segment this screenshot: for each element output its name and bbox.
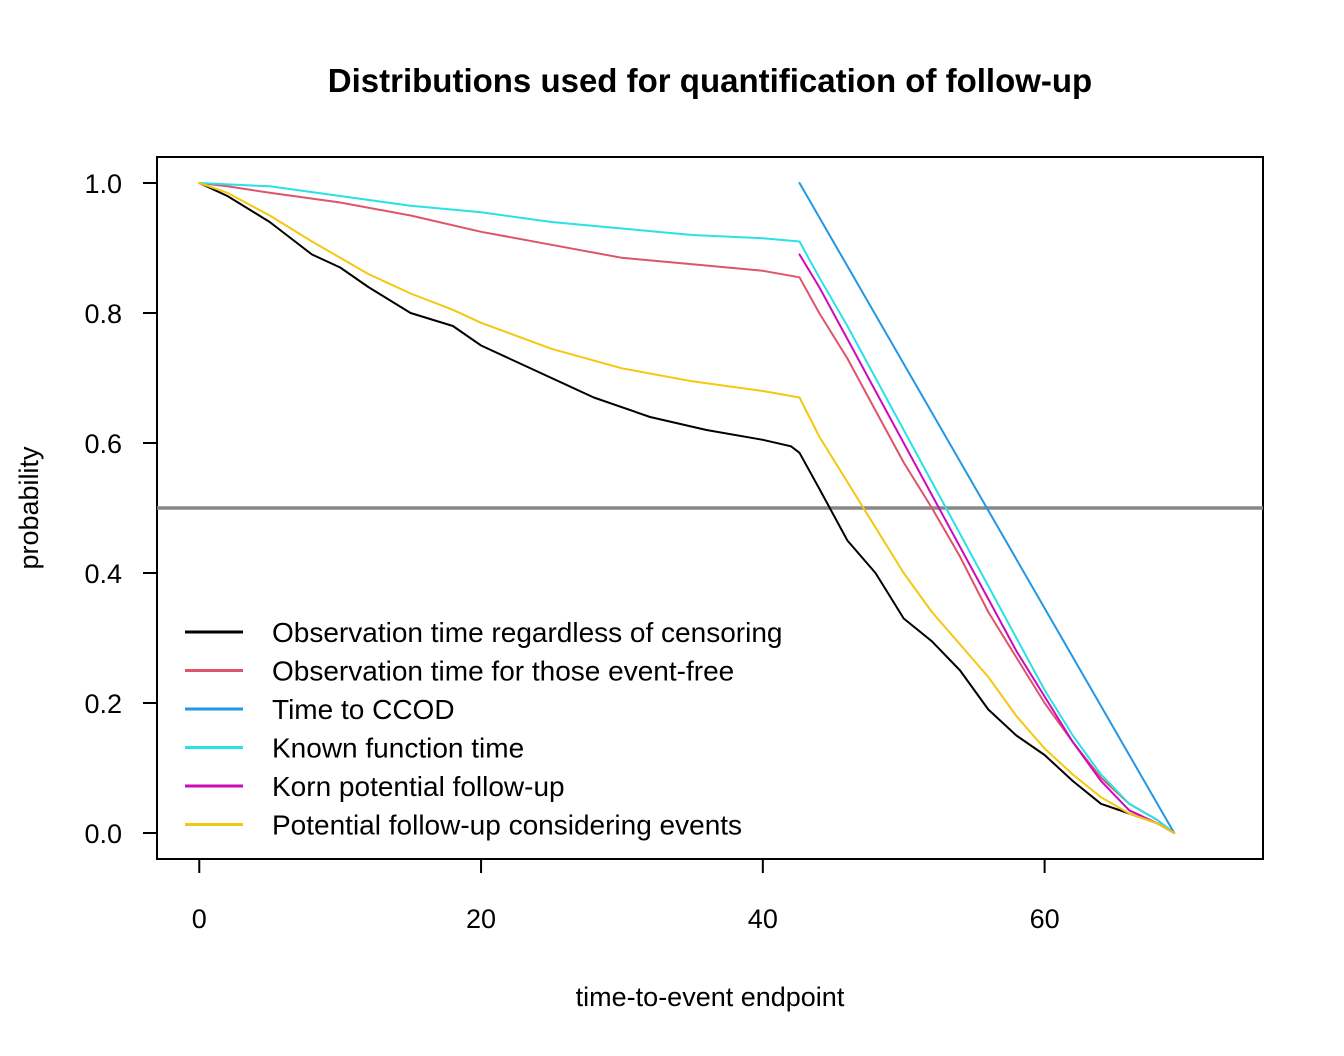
chart-title: Distributions used for quantification of…: [328, 62, 1092, 99]
series-line-3: [798, 182, 1176, 834]
y-axis-label: probability: [14, 446, 44, 570]
y-tick-label: 1.0: [84, 169, 122, 199]
legend-label-4: Known function time: [272, 733, 524, 764]
plot-area: 0 20 40 60 0.0 0.2 0.4 0.6 0.8 1.0: [84, 156, 1264, 934]
legend-label-6: Potential follow-up considering events: [272, 810, 742, 841]
y-tick-label: 0.2: [84, 689, 122, 719]
y-tick-label: 0.8: [84, 299, 122, 329]
legend-label-5: Korn potential follow-up: [272, 771, 565, 802]
series-line-1: [198, 182, 1176, 834]
series-line-4: [198, 182, 1176, 834]
series-line-5: [798, 253, 1176, 834]
x-tick-label: 60: [1030, 904, 1060, 934]
y-tick-label: 0.4: [84, 559, 122, 589]
legend-label-3: Time to CCOD: [272, 694, 455, 725]
y-tick-label: 0.0: [84, 819, 122, 849]
x-tick-label: 40: [748, 904, 778, 934]
x-tick-label: 0: [192, 904, 207, 934]
legend-label-1: Observation time regardless of censoring: [272, 617, 782, 648]
legend-label-2: Observation time for those event-free: [272, 656, 734, 687]
y-tick-label: 0.6: [84, 429, 122, 459]
x-axis-label: time-to-event endpoint: [576, 982, 845, 1012]
series-line-6: [198, 182, 1176, 834]
legend: Observation time regardless of censoring…: [185, 617, 782, 841]
x-tick-label: 20: [466, 904, 496, 934]
